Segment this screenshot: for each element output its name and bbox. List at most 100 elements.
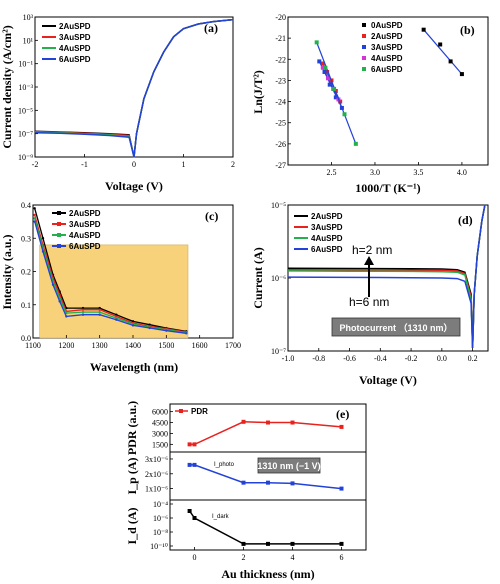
panel-e-bottom-frame [169, 499, 367, 551]
panel-e-sub1-point-1 [192, 462, 197, 467]
panel-b-legend-marker-0 [362, 23, 366, 27]
panel-d-xtick-label-1: -0.8 [312, 354, 325, 363]
panel-b-fit-6AuSPD [316, 42, 357, 145]
panel-c: (c) Wavelength (nm) Intensity (a.u.) 110… [0, 201, 241, 374]
panel-c-label: (c) [205, 209, 218, 223]
panel-c-legend-marker-0 [57, 211, 61, 215]
panel-e-legend: PDR [175, 407, 208, 416]
panel-a-ytick-label-3: 10⁻³ [18, 83, 33, 92]
panel-d-xticks: -1.0 -0.8 -0.6 -0.4 -0.2 0.0 0.2 [282, 348, 478, 363]
panel-d-xtick-label-5: 0.0 [437, 354, 447, 363]
panel-d-legend: 2AuSPD 3AuSPD 4AuSPD 6AuSPD [294, 212, 343, 254]
panel-a-xlabel: Voltage (V) [105, 179, 163, 193]
panel-b-point-2AuSPD-1 [325, 69, 330, 74]
panel-a-ytick-label-6: 10³ [23, 13, 34, 22]
panel-e-sub0-point-2 [241, 419, 246, 424]
panel-a-legend-label-0: 2AuSPD [59, 22, 91, 31]
panel-c-legend-label-2: 4AuSPD [69, 231, 101, 240]
panel-e-sub0-point-1 [192, 442, 197, 447]
panel-e-legend-marker [179, 409, 183, 413]
panel-e-sub0-point-3 [266, 420, 270, 425]
panel-b-ytick-label-6: -26 [275, 140, 286, 149]
panel-a-legend-label-2: 4AuSPD [59, 44, 91, 53]
panel-c-ytick-label-0: 0.0 [21, 334, 31, 343]
panel-c-point-2AuSPD-0 [33, 207, 36, 210]
panel-a-legend: 2AuSPD 3AuSPD 4AuSPD 6AuSPD [42, 22, 91, 64]
panel-e-label: (e) [336, 407, 349, 421]
panel-c-point-6AuSPD-6 [98, 313, 101, 316]
panel-b-series [314, 27, 464, 146]
panel-c-ytick-label-2: 0.2 [21, 268, 31, 277]
panel-c-legend-label-3: 6AuSPD [69, 242, 101, 251]
panel-b-xtick-label-3: 4.0 [457, 168, 467, 177]
panel-c-point-6AuSPD-8 [131, 324, 135, 327]
panel-e-sub2-ytick-label-1: 10⁻⁸ [153, 528, 168, 537]
panel-e-xtick-label-2: 4 [291, 553, 295, 562]
panel-c-point-3AuSPD-6 [98, 308, 101, 311]
panel-b-point-4AuSPD-1 [326, 76, 330, 81]
panel-b-point-6AuSPD-0 [314, 40, 319, 45]
panel-e-sub2-point-1 [192, 516, 197, 520]
panel-b-point-0AuSPD-3 [459, 72, 464, 77]
panel-e-sub2-point-0 [187, 509, 192, 513]
panel-c-point-2AuSPD-5 [81, 306, 85, 310]
panel-c-series-3AuSPD [34, 214, 187, 333]
panel-d: (d) Voltage (V) Current (A) -1.0 -0.8 -0.6… [251, 201, 489, 387]
panel-c-xtick-label-3: 1400 [125, 341, 141, 350]
panel-c-point-6AuSPD-5 [81, 313, 85, 316]
panel-a-xtick-label-2: 0 [132, 160, 136, 169]
panel-c-ylabel: Intensity (a.u.) [0, 234, 14, 309]
panel-c-highlight [39, 244, 189, 339]
panel-e-sub1-point-0 [187, 462, 192, 467]
panel-e: (e) Au thickness (nm) PDR (a.u.) I_p (A)… [125, 401, 367, 581]
panel-b-legend-label-3: 4AuSPD [371, 54, 403, 63]
panel-d-xtick-label-0: -1.0 [282, 354, 295, 363]
panel-b-point-3AuSPD-2 [327, 82, 332, 87]
panel-b-point-0AuSPD-0 [421, 27, 426, 32]
panel-c-xtick-label-2: 1300 [92, 341, 108, 350]
panel-a-ytick-label-0: 10⁻⁹ [18, 153, 33, 162]
panel-c-point-6AuSPD-11 [185, 332, 188, 335]
panel-a-ylabel: Current density (A/cm²) [0, 25, 14, 148]
panel-c-series-6AuSPD [34, 221, 187, 334]
panel-c-xtick-label-0: 1100 [25, 341, 41, 350]
panel-c-point-3AuSPD-5 [81, 308, 85, 311]
panel-d-ytick-label-1: 10⁻⁶ [271, 274, 286, 283]
panel-e-sub1-point-2 [241, 480, 246, 485]
panel-e-sub2-ytick-label-3: 10⁻⁴ [153, 500, 168, 509]
panel-b-xtick-label-2: 3.5 [413, 168, 423, 177]
panel-c-point-4AuSPD-7 [115, 316, 118, 320]
panel-b-legend-marker-2 [362, 45, 366, 49]
panel-a-legend-label-3: 6AuSPD [59, 55, 91, 64]
panel-c-xticks: 1100 1200 1300 1400 1500 1600 1700 [25, 335, 241, 350]
panel-b-legend-label-4: 6AuSPD [371, 65, 403, 74]
panel-e-sub1-point-3 [266, 480, 270, 485]
panel-c-highlight-band [39, 244, 189, 339]
panel-c-series-2AuSPD [34, 208, 187, 333]
panel-b-xtick-label-1: 3.0 [370, 168, 380, 177]
panel-c-series [33, 207, 188, 335]
panel-c-point-6AuSPD-2 [51, 283, 55, 286]
panel-d-legend-label-1: 3AuSPD [311, 223, 343, 232]
panel-b-point-2AuSPD-0 [320, 61, 325, 66]
panel-d-yticks: 10⁻⁷ 10⁻⁶ 10⁻⁵ [271, 201, 291, 356]
panel-b-point-6AuSPD-1 [323, 65, 328, 70]
panel-e-sub0-ytick-label-2: 4500 [152, 419, 168, 428]
panel-d-label: (d) [458, 213, 473, 227]
panel-b-ytick-label-0: -20 [275, 13, 286, 22]
panel-a-yticks: 10⁻⁹ 10⁻⁷ 10⁻⁵ 10⁻³ 10⁻¹ 10¹ 10³ [18, 13, 38, 162]
panel-c-yticks: 0.0 0.1 0.2 0.3 0.4 [21, 201, 36, 343]
panel-b-point-2AuSPD-4 [338, 99, 343, 104]
panel-b-fit-0AuSPD [423, 29, 463, 75]
panel-a-series [34, 18, 234, 158]
panel-c-point-3AuSPD-7 [115, 315, 118, 318]
panel-a: (a) Voltage (V) Current density (A/cm²) … [0, 13, 235, 193]
panel-a-xtick-label-0: -2 [32, 160, 39, 169]
panel-e-label-box-text: 1310 nm (−1 V) [257, 461, 320, 471]
panel-b-legend: 0AuSPD 2AuSPD 3AuSPD 4AuSPD 6AuSPD [362, 21, 403, 74]
panel-c-xtick-label-1: 1200 [58, 341, 74, 350]
panel-b-point-3AuSPD-0 [317, 59, 322, 64]
panel-b-point-3AuSPD-3 [333, 95, 338, 100]
panel-c-point-2AuSPD-9 [148, 323, 151, 326]
panel-b-ytick-label-1: -21 [275, 34, 286, 43]
